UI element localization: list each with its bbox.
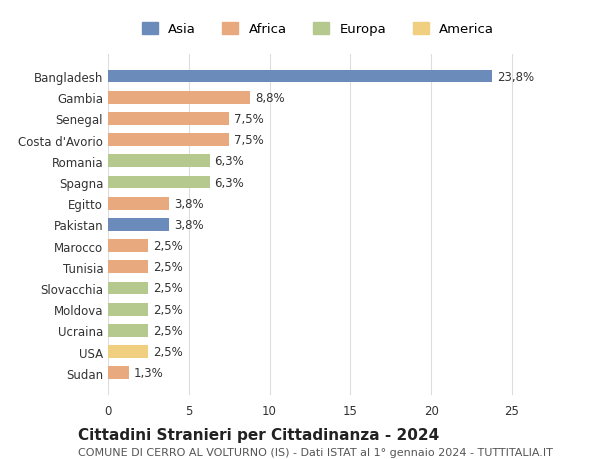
Text: 7,5%: 7,5% (234, 112, 264, 126)
Text: 2,5%: 2,5% (153, 261, 183, 274)
Text: COMUNE DI CERRO AL VOLTURNO (IS) - Dati ISTAT al 1° gennaio 2024 - TUTTITALIA.IT: COMUNE DI CERRO AL VOLTURNO (IS) - Dati … (78, 448, 553, 458)
Text: Cittadini Stranieri per Cittadinanza - 2024: Cittadini Stranieri per Cittadinanza - 2… (78, 427, 439, 442)
Text: 2,5%: 2,5% (153, 240, 183, 252)
Text: 3,8%: 3,8% (174, 218, 204, 231)
Bar (108, 240, 148, 252)
Legend: Asia, Africa, Europa, America: Asia, Africa, Europa, America (136, 17, 500, 41)
Bar (108, 282, 148, 295)
Text: 6,3%: 6,3% (215, 155, 244, 168)
Bar (108, 176, 210, 189)
Bar (108, 113, 229, 125)
Text: 23,8%: 23,8% (497, 70, 535, 84)
Bar (108, 218, 169, 231)
Bar (108, 303, 148, 316)
Bar (108, 92, 250, 104)
Text: 8,8%: 8,8% (255, 91, 284, 105)
Bar (108, 155, 210, 168)
Bar (108, 134, 229, 147)
Bar (108, 367, 129, 379)
Bar (108, 325, 148, 337)
Bar (108, 71, 493, 83)
Bar (108, 197, 169, 210)
Text: 2,5%: 2,5% (153, 303, 183, 316)
Text: 3,8%: 3,8% (174, 197, 204, 210)
Bar (108, 346, 148, 358)
Text: 6,3%: 6,3% (215, 176, 244, 189)
Bar (108, 261, 148, 274)
Text: 7,5%: 7,5% (234, 134, 264, 147)
Text: 1,3%: 1,3% (134, 366, 164, 380)
Text: 2,5%: 2,5% (153, 324, 183, 337)
Text: 2,5%: 2,5% (153, 282, 183, 295)
Text: 2,5%: 2,5% (153, 345, 183, 358)
